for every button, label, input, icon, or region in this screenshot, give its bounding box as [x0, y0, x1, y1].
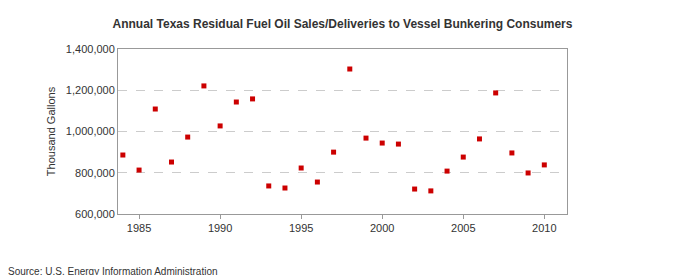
svg-text:600,000: 600,000 [75, 208, 115, 220]
svg-text:Annual Texas Residual Fuel Oil: Annual Texas Residual Fuel Oil Sales/Del… [113, 17, 573, 31]
svg-text:800,000: 800,000 [75, 167, 115, 179]
svg-text:Thousand Gallons: Thousand Gallons [45, 86, 57, 176]
svg-text:2005: 2005 [451, 222, 475, 234]
svg-text:1,400,000: 1,400,000 [66, 43, 115, 55]
svg-text:2000: 2000 [370, 222, 394, 234]
svg-text:1985: 1985 [127, 222, 151, 234]
svg-text:1990: 1990 [208, 222, 232, 234]
svg-text:1,000,000: 1,000,000 [66, 125, 115, 137]
svg-text:1,200,000: 1,200,000 [66, 84, 115, 96]
svg-text:2010: 2010 [532, 222, 556, 234]
svg-text:Source: U.S. Energy Informatio: Source: U.S. Energy Information Administ… [8, 266, 218, 275]
svg-text:1995: 1995 [289, 222, 313, 234]
